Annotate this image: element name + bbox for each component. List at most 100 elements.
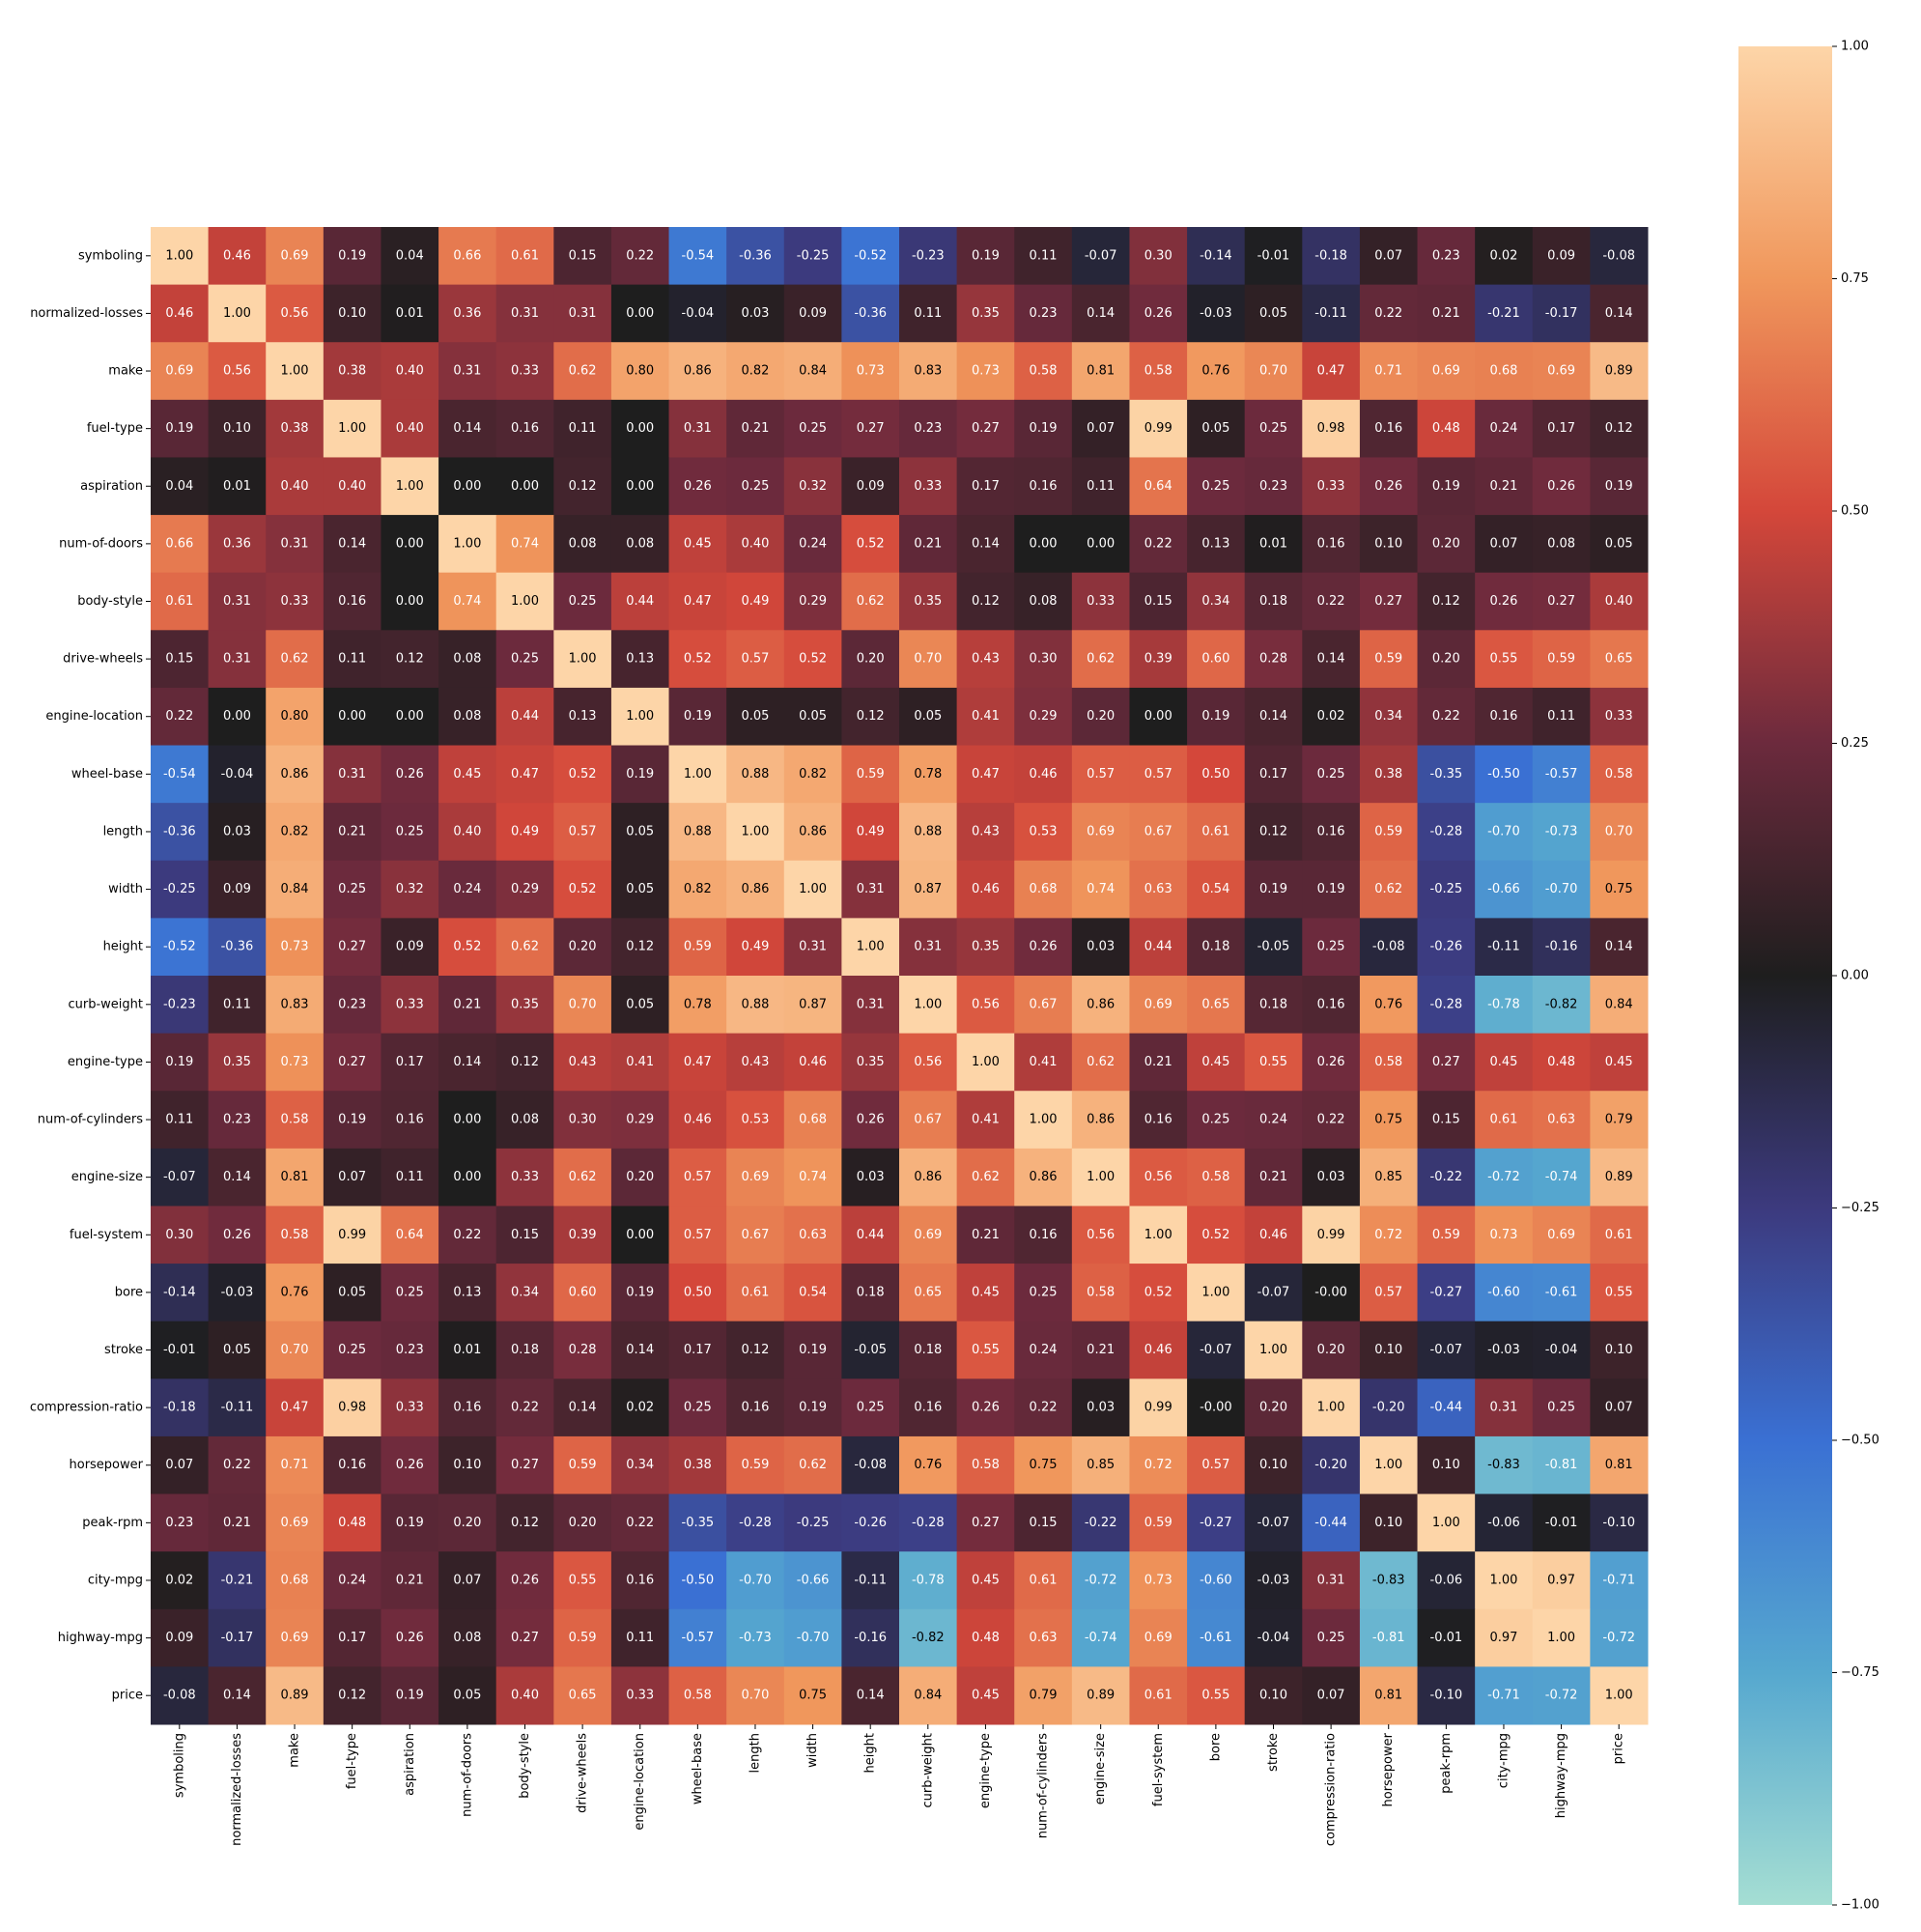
cell-label: 0.86 [741,882,769,896]
heatmap-cell [381,515,439,574]
heatmap-cell [1129,284,1188,343]
cell-label: 0.05 [1605,536,1633,551]
cell-label: 0.50 [1201,767,1229,781]
heatmap-cell [668,1206,727,1264]
cell-label: 0.27 [338,1055,366,1069]
heatmap-cell [1187,1608,1246,1667]
cell-label: -0.78 [912,1573,945,1587]
cell-label: 0.25 [741,479,769,494]
cell-label: -0.04 [1257,1631,1290,1645]
cell-label: 0.44 [857,1228,885,1242]
x-tick-label: num-of-doors [460,1733,474,1817]
cell-label: 0.11 [1547,709,1575,724]
heatmap-cell [1071,1091,1130,1150]
cell-label: 0.16 [1144,1113,1172,1127]
heatmap-cell [841,1435,900,1495]
heatmap-cell [956,457,1015,516]
heatmap-cell [553,1206,612,1264]
cell-label: 0.31 [338,767,366,781]
cell-label: 0.46 [1259,1228,1287,1242]
heatmap-cell [956,1321,1015,1379]
heatmap-cell [266,918,325,977]
heatmap-cell [899,745,958,804]
heatmap-cell [1532,1206,1591,1264]
heatmap-cell [495,745,554,804]
heatmap-cell [1417,1378,1476,1437]
cell-label: 0.03 [223,824,251,838]
heatmap-cell [1417,918,1476,977]
cell-label: 0.21 [1432,306,1460,321]
heatmap-cell [151,630,210,689]
x-tick-label: engine-size [1093,1733,1108,1804]
heatmap-cell [1475,918,1534,977]
cell-label: 0.80 [281,709,309,724]
cell-label: 0.23 [165,1516,193,1530]
heatmap-cell [1071,976,1130,1035]
heatmap-cell [726,1551,785,1610]
heatmap-cell [1532,399,1591,458]
cell-label: 0.26 [1547,479,1575,494]
cell-label: 0.58 [1144,364,1172,379]
cell-label: 0.88 [741,767,769,781]
heatmap-cell [553,1551,612,1610]
heatmap-cell [726,572,785,631]
cell-label: 0.62 [1374,882,1402,896]
heatmap-cell [899,1666,958,1725]
cell-label: 0.19 [799,1343,827,1357]
heatmap-cell [1590,918,1649,977]
heatmap-cell [956,860,1015,919]
cell-label: 1.00 [857,940,885,954]
cell-label: 0.00 [453,479,481,494]
cell-label: 1.00 [223,306,251,321]
x-tick-label: highway-mpg [1554,1733,1568,1818]
heatmap-cell [438,399,497,458]
cell-label: 0.72 [1144,1458,1172,1472]
y-tick-label: bore [115,1285,143,1299]
heatmap-cell [1071,1148,1130,1207]
heatmap-cell [1590,515,1649,574]
cell-label: 1.00 [1144,1228,1172,1242]
cell-label: 0.24 [1030,1343,1058,1357]
cell-label: 0.76 [1201,364,1229,379]
cell-label: 0.70 [914,652,942,667]
cell-label: 0.62 [511,940,539,954]
cell-label: 0.05 [799,709,827,724]
cell-label: 0.21 [972,1228,1000,1242]
heatmap-cell [495,1608,554,1667]
heatmap-cell [610,1148,670,1207]
cell-label: 0.16 [396,1113,424,1127]
cell-label: 1.00 [1259,1343,1287,1357]
cell-label: 0.19 [338,248,366,263]
heatmap-cell [323,976,381,1035]
heatmap-cell [1532,745,1591,804]
cell-label: 0.58 [1605,767,1633,781]
heatmap-cell [668,1551,727,1610]
cell-label: 0.18 [1259,997,1287,1011]
cell-label: 0.38 [281,421,309,436]
cell-label: 0.52 [569,767,597,781]
heatmap-cell [1590,1148,1649,1207]
cell-label: 0.52 [1201,1228,1229,1242]
heatmap-cell [1590,860,1649,919]
heatmap-cell [841,1666,900,1725]
cell-label: 0.84 [799,364,827,379]
cell-label: 0.40 [396,421,424,436]
cell-label: 0.28 [1259,652,1287,667]
heatmap-cell [438,687,497,747]
heatmap-cell [956,803,1015,862]
heatmap-cell [956,572,1015,631]
cell-label: 0.35 [511,997,539,1011]
heatmap-cell [1244,1091,1303,1150]
cell-label: 0.56 [1144,1170,1172,1184]
cell-label: 0.40 [1605,594,1633,609]
heatmap-cell [1187,1033,1246,1092]
colorbar-tick-label: 0.00 [1841,969,1869,983]
cell-label: 0.31 [914,940,942,954]
cell-label: -0.00 [1200,1401,1232,1415]
cell-label: -0.71 [1602,1573,1635,1587]
cell-label: 0.09 [223,882,251,896]
y-tick-label: length [103,824,143,838]
cell-label: 0.22 [626,1516,654,1530]
heatmap-cell [381,976,439,1035]
heatmap-cell [151,342,210,401]
